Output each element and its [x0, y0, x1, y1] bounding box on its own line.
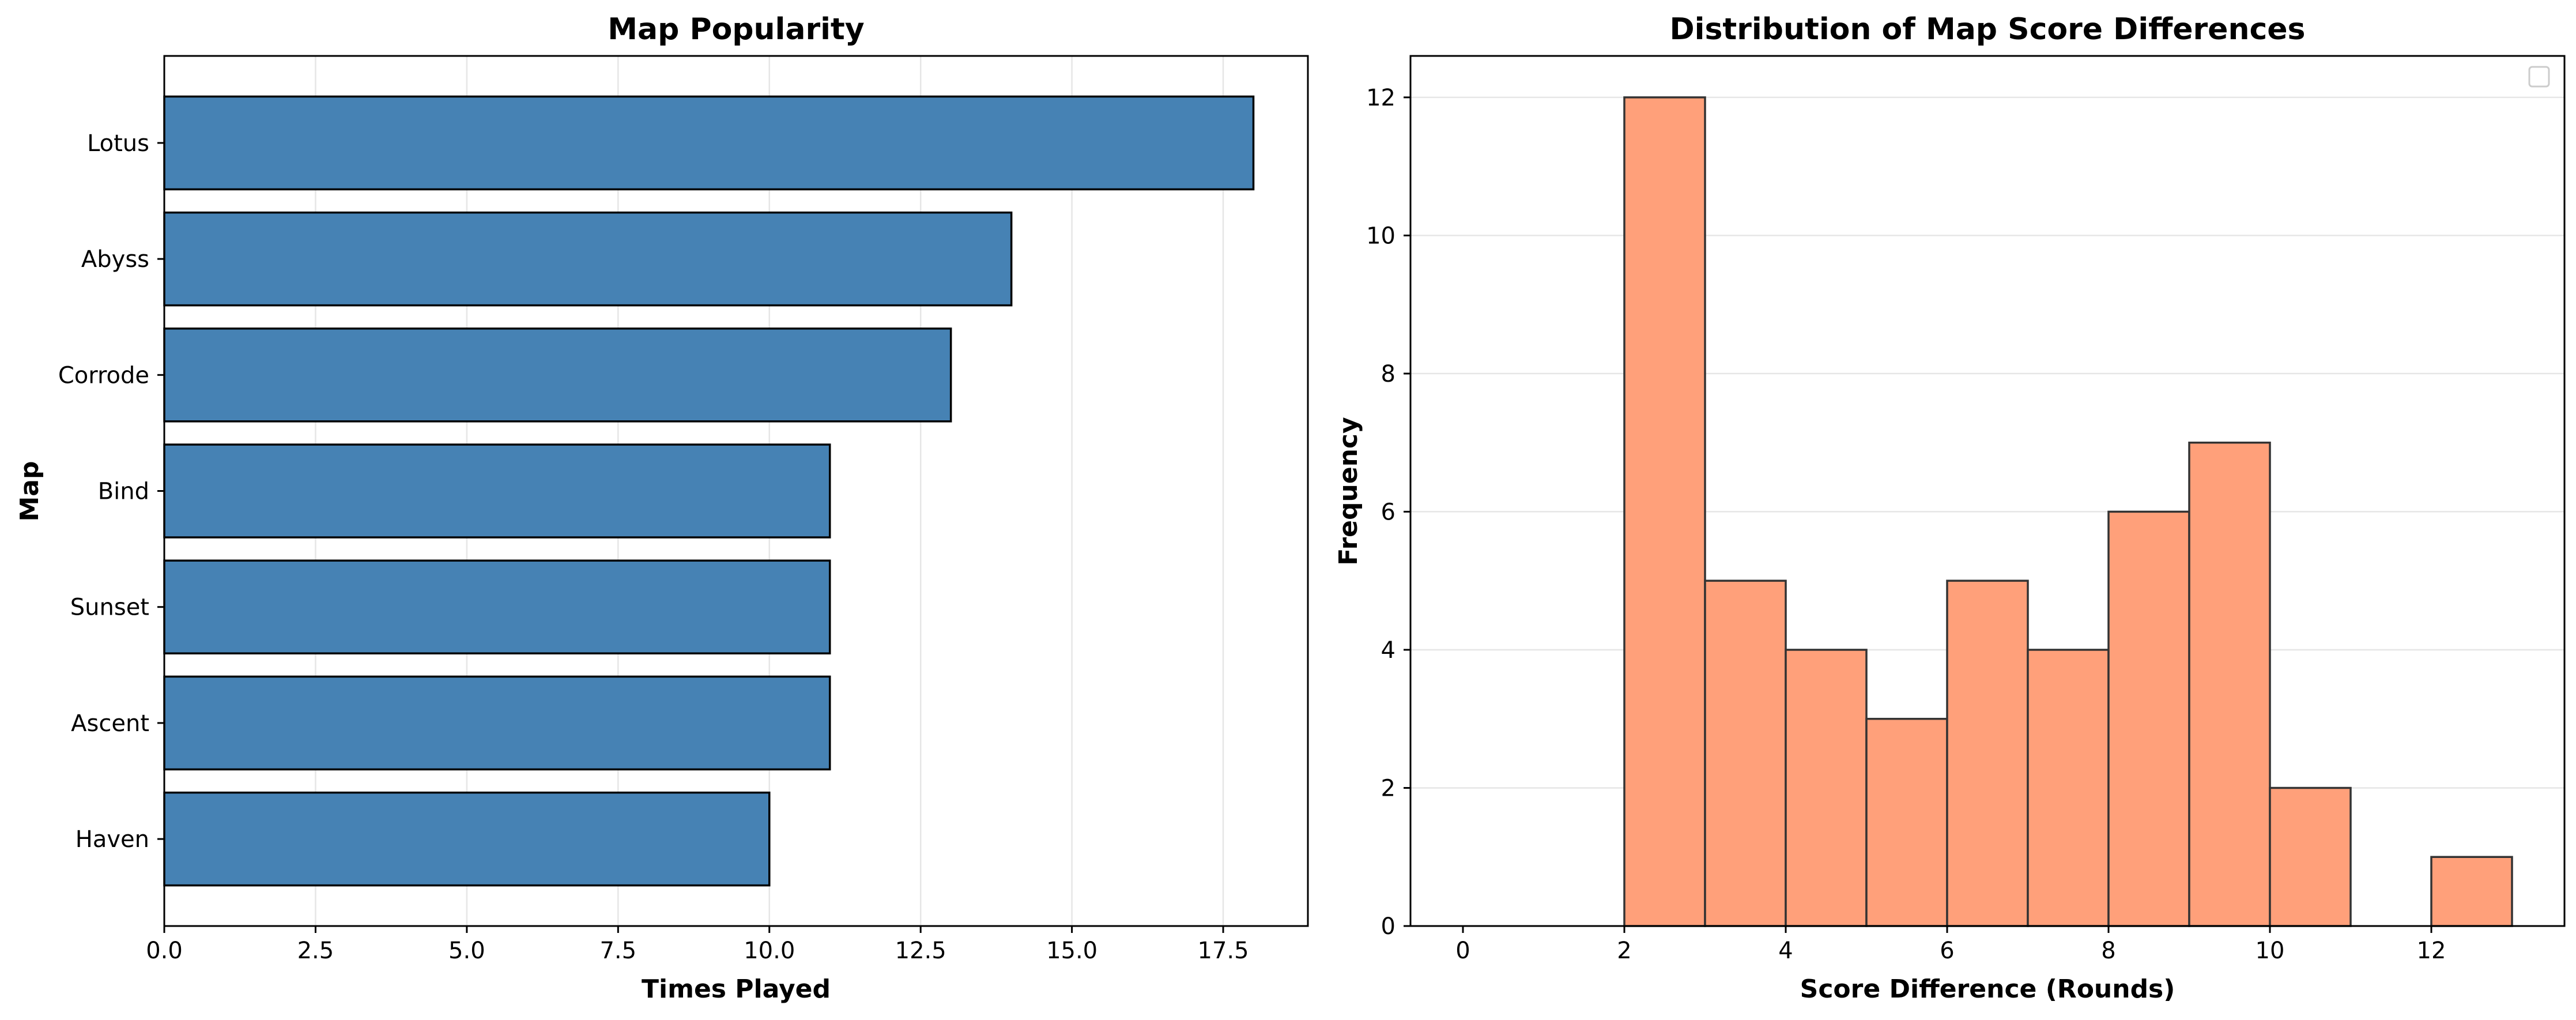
chart2-title: Distribution of Map Score Differences [1669, 12, 2305, 47]
chart2-y-ticks: 0 2 4 6 8 10 12 [1366, 85, 1410, 940]
chart2-bar [1623, 96, 1706, 927]
chart2-y-tick-label: 6 [1381, 499, 1396, 525]
chart2-x-tick-label: 6 [1940, 938, 1954, 964]
chart1-y-tick-label: Haven [76, 826, 149, 853]
chart1-x-tick-label: 5.0 [448, 938, 485, 964]
chart1-bar [163, 443, 831, 539]
map-popularity-chart: Map Popularity 0.0 2.5 5.0 7.5 10.0 12.5 15.0 1… [15, 12, 1309, 1004]
chart2-bar [1785, 649, 1868, 927]
chart1-y-tick-label: Abyss [81, 246, 149, 273]
chart2-x-tick-label: 12 [2417, 938, 2446, 964]
chart2-x-tick-label: 8 [2101, 938, 2115, 964]
chart1-bar [163, 95, 1255, 191]
chart2-bars [1623, 96, 2513, 927]
chart1-bar [163, 328, 952, 423]
chart1-bar [163, 791, 771, 887]
chart2-y-tick-label: 8 [1381, 361, 1396, 387]
chart1-bar [163, 675, 831, 771]
chart2-bar [2188, 441, 2271, 927]
chart2-bar [1704, 579, 1787, 927]
chart2-x-axis-label: Score Difference (Rounds) [1800, 974, 2175, 1004]
chart1-y-tick-label: Bind [98, 479, 149, 505]
chart1-y-axis-label: Map [15, 461, 44, 522]
chart2-y-axis-label: Frequency [1334, 417, 1363, 566]
chart1-x-axis-label: Times Played [642, 974, 831, 1004]
chart2-bar [2430, 856, 2513, 927]
chart2-bar [2107, 510, 2190, 927]
chart1-y-tick-label: Lotus [87, 130, 149, 157]
chart1-y-tick-label: Ascent [71, 710, 149, 737]
chart1-x-tick-label: 10.0 [744, 938, 795, 964]
chart1-x-tick-label: 15.0 [1046, 938, 1097, 964]
chart2-x-tick-label: 10 [2256, 938, 2285, 964]
chart1-x-tick-label: 2.5 [297, 938, 334, 964]
chart1-y-tick-label: Corrode [58, 362, 149, 389]
chart1-x-tick-label: 12.5 [895, 938, 946, 964]
score-difference-histogram: Distribution of Map Score Differences 0 2… [1334, 12, 2566, 1004]
chart2-y-tick-label: 0 [1381, 913, 1396, 940]
chart1-y-ticks: Lotus Abyss Corrode Bind Sunset Ascent Haven [58, 130, 164, 853]
chart1-title: Map Popularity [608, 12, 864, 47]
chart1-x-tick-label: 7.5 [599, 938, 636, 964]
chart1-bar [163, 559, 831, 654]
chart2-y-tick-label: 12 [1366, 85, 1396, 111]
chart2-x-tick-label: 2 [1617, 938, 1631, 964]
chart2-legend-box [2528, 66, 2550, 88]
chart2-y-tick-label: 2 [1381, 775, 1396, 801]
chart2-axes-frame [1409, 55, 2566, 927]
chart2-x-tick-label: 4 [1778, 938, 1793, 964]
chart1-bars [163, 95, 1255, 887]
chart1-x-ticks: 0.0 2.5 5.0 7.5 10.0 12.5 15.0 17.5 [146, 926, 1249, 964]
chart2-x-ticks: 0 2 4 6 8 10 12 [1455, 926, 2446, 964]
chart2-y-tick-label: 4 [1381, 637, 1396, 664]
chart2-bar [2269, 786, 2352, 927]
chart1-bar [163, 211, 1013, 307]
chart2-x-tick-label: 0 [1455, 938, 1470, 964]
chart2-y-tick-label: 10 [1366, 223, 1396, 249]
chart2-bar [2027, 649, 2110, 927]
chart1-x-tick-label: 0.0 [146, 938, 183, 964]
chart1-y-tick-label: Sunset [70, 594, 149, 621]
chart2-bar [1946, 579, 2029, 927]
chart1-x-tick-label: 17.5 [1198, 938, 1249, 964]
chart2-bar [1865, 717, 1948, 927]
